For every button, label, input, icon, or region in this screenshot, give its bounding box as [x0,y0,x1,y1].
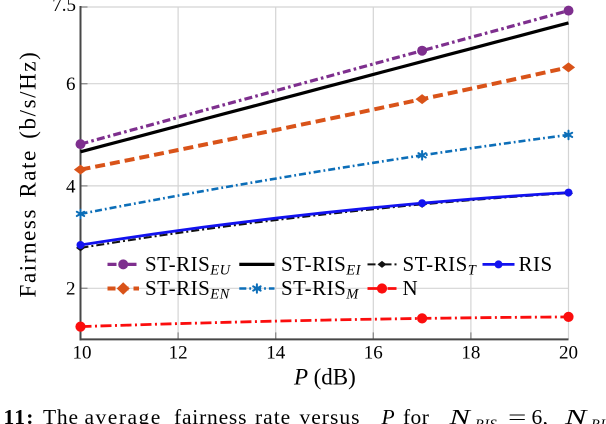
svg-text:10: 10 [73,343,92,364]
svg-text:rate: rate [255,405,291,424]
svg-text:6: 6 [66,74,76,95]
svg-text:Fairness Rate (b/s/Hz): Fairness Rate (b/s/Hz) [16,51,41,298]
svg-text:for: for [403,405,429,424]
svg-text:18: 18 [461,343,480,364]
svg-text:ST-RISEN: ST-RISEN [145,276,231,303]
svg-text:ST-RISM: ST-RISM [281,276,359,303]
svg-text:ST-RISEU: ST-RISEU [145,252,232,279]
svg-text:4: 4 [66,176,76,197]
svg-text:N: N [448,405,472,424]
svg-text:N: N [403,276,419,300]
svg-text:RIS: RIS [590,417,606,424]
svg-text:11:: 11: [4,405,35,424]
svg-text:RIS: RIS [474,417,497,424]
svg-text:versus: versus [300,405,361,424]
svg-text:ST-RISEI: ST-RISEI [281,252,362,279]
svg-text:ST-RIST: ST-RIST [403,252,477,279]
svg-text:RIS: RIS [519,252,553,276]
svg-text:=: = [508,405,527,424]
svg-text:7.5: 7.5 [52,0,76,16]
svg-text:16: 16 [364,343,383,364]
svg-text:P: P [381,405,396,424]
svg-text:2: 2 [66,279,76,300]
svg-text:14: 14 [266,343,286,364]
svg-text:12: 12 [169,343,188,364]
svg-text:20: 20 [559,343,578,364]
svg-text:The: The [43,405,79,424]
svg-text:P(dB): P (dB) [293,365,356,390]
svg-text:fairness: fairness [174,405,247,424]
svg-text:average: average [85,405,162,424]
svg-text:N: N [564,405,589,424]
svg-text:6,: 6, [532,405,549,424]
